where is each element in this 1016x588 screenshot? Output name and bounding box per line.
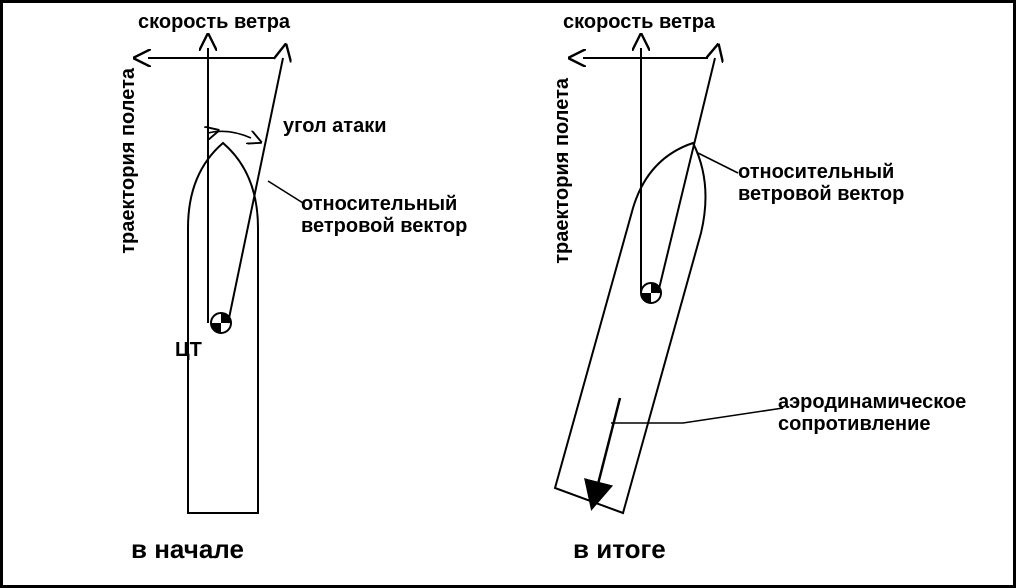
left-rocket-body <box>188 143 258 513</box>
left-traj-label: траектория полета <box>117 68 139 254</box>
right-caption: в итоге <box>573 535 666 564</box>
right-relwind-label: относительный ветровой вектор <box>738 161 904 205</box>
left-aoa-label: угол атаки <box>283 115 387 137</box>
right-wind-label: скорость ветра <box>563 11 715 33</box>
right-relwind-leader <box>698 153 738 173</box>
left-relwind-label: относительный ветровой вектор <box>301 193 467 237</box>
right-drag-label: аэродинамическое сопротивление <box>778 391 966 435</box>
diagram-frame: скорость ветра траектория полета угол ат… <box>0 0 1016 588</box>
right-traj-label: траектория полета <box>551 78 573 264</box>
left-relwind-leader <box>268 181 303 203</box>
right-drag-leader <box>611 408 783 423</box>
left-cg-label: ЦТ <box>175 339 202 361</box>
left-wind-label: скорость ветра <box>138 11 290 33</box>
left-caption: в начале <box>131 535 244 564</box>
right-rocket-body <box>555 143 706 513</box>
diagram-svg <box>3 3 1013 585</box>
left-aoa-arc <box>208 131 251 138</box>
right-relwind-arrow <box>658 58 715 293</box>
right-drag-arrow <box>597 398 620 488</box>
left-relwind-arrow <box>228 58 283 323</box>
